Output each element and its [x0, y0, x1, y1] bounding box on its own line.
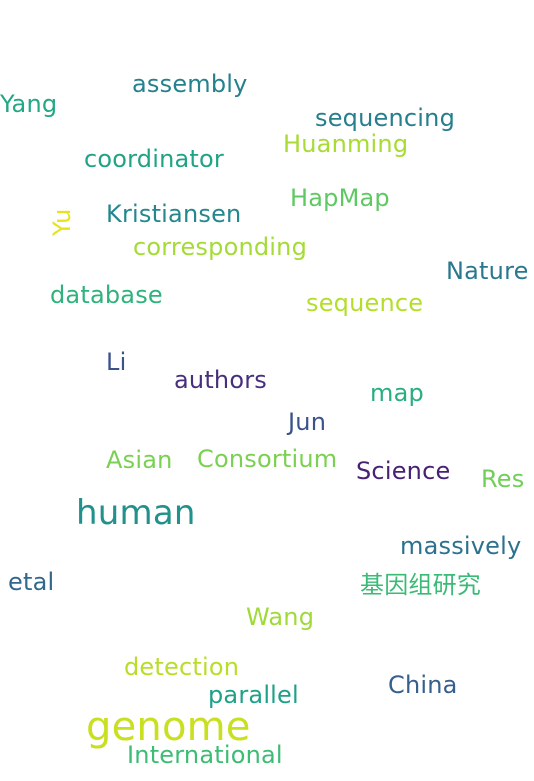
word-yang: Yang [0, 90, 58, 118]
word-corresponding: corresponding [133, 233, 308, 261]
word-consortium: Consortium [197, 445, 338, 473]
word-sequence: sequence [306, 289, 424, 317]
word-database: database [50, 281, 163, 309]
word-coordinator: coordinator [84, 145, 224, 173]
word-wang: Wang [246, 603, 315, 631]
word-hapmap: HapMap [290, 184, 390, 212]
word-assembly: assembly [132, 70, 248, 98]
word-res: Res [481, 465, 525, 493]
word-kristiansen: Kristiansen [106, 200, 242, 228]
word-asian: Asian [106, 446, 173, 474]
word-li: Li [106, 348, 127, 376]
word-parallel: parallel [208, 681, 299, 709]
word-human: human [76, 493, 196, 533]
word-detection: detection [124, 653, 240, 681]
word-genome: genome [86, 704, 251, 750]
word-etal: etal [8, 568, 55, 596]
word-sequencing: sequencing [315, 104, 455, 132]
word-china: China [388, 671, 458, 699]
word-authors: authors [174, 366, 267, 394]
word-genome-research-zh: 基因组研究 [360, 571, 481, 599]
word-huanming: Huanming [283, 130, 409, 158]
word-science: Science [356, 457, 451, 485]
word-massively: massively [400, 532, 522, 560]
word-map: map [370, 379, 424, 407]
word-jun: Jun [288, 408, 327, 436]
word-yu: Yu [48, 208, 76, 236]
word-international: International [127, 741, 283, 769]
word-nature: Nature [446, 257, 529, 285]
